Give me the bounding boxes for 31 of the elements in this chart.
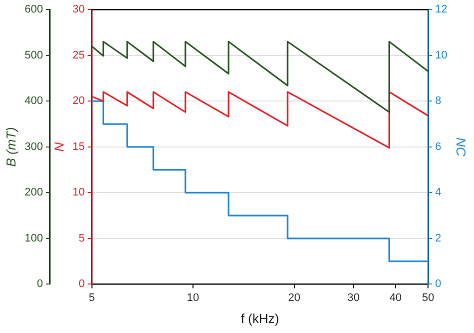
x-tick-label: 50 <box>422 292 434 304</box>
x-tick-label: 10 <box>186 292 200 304</box>
y2-tick-label: 15 <box>72 140 85 153</box>
y3-axis-title: NC <box>454 138 469 157</box>
y-tick-label: 500 <box>24 49 43 62</box>
y3-tick-label: 6 <box>435 140 442 153</box>
y2-tick-label: 30 <box>72 4 85 16</box>
y2-tick-label: 20 <box>72 95 85 108</box>
y2-tick-label: 25 <box>72 49 85 62</box>
y-axis-title: B (mT) <box>3 127 18 167</box>
y3-tick-label: 12 <box>435 4 448 16</box>
y-tick-label: 100 <box>24 232 43 244</box>
y-tick-label: 300 <box>24 140 43 153</box>
x-tick-label: 5 <box>88 292 95 304</box>
y3-tick-label: 2 <box>435 232 442 244</box>
y3-tick-label: 8 <box>435 95 442 108</box>
y2-tick-label: 0 <box>78 278 85 290</box>
x-tick-label: 20 <box>288 292 300 304</box>
y-tick-label: 0 <box>36 278 43 290</box>
y-tick-label: 200 <box>24 186 43 199</box>
y3-tick-label: 10 <box>435 49 448 62</box>
y2-tick-label: 5 <box>78 232 85 244</box>
x-axis-title: f (kHz) <box>240 310 280 326</box>
y-tick-label: 400 <box>24 95 43 108</box>
y2-axis-title: N <box>51 142 66 152</box>
y-tick-label: 600 <box>24 4 43 16</box>
x-tick-label: 30 <box>347 292 360 304</box>
y3-tick-label: 4 <box>435 186 442 199</box>
x-tick-label: 40 <box>389 292 402 304</box>
y3-tick-label: 0 <box>435 278 442 290</box>
y2-tick-label: 10 <box>72 186 85 199</box>
